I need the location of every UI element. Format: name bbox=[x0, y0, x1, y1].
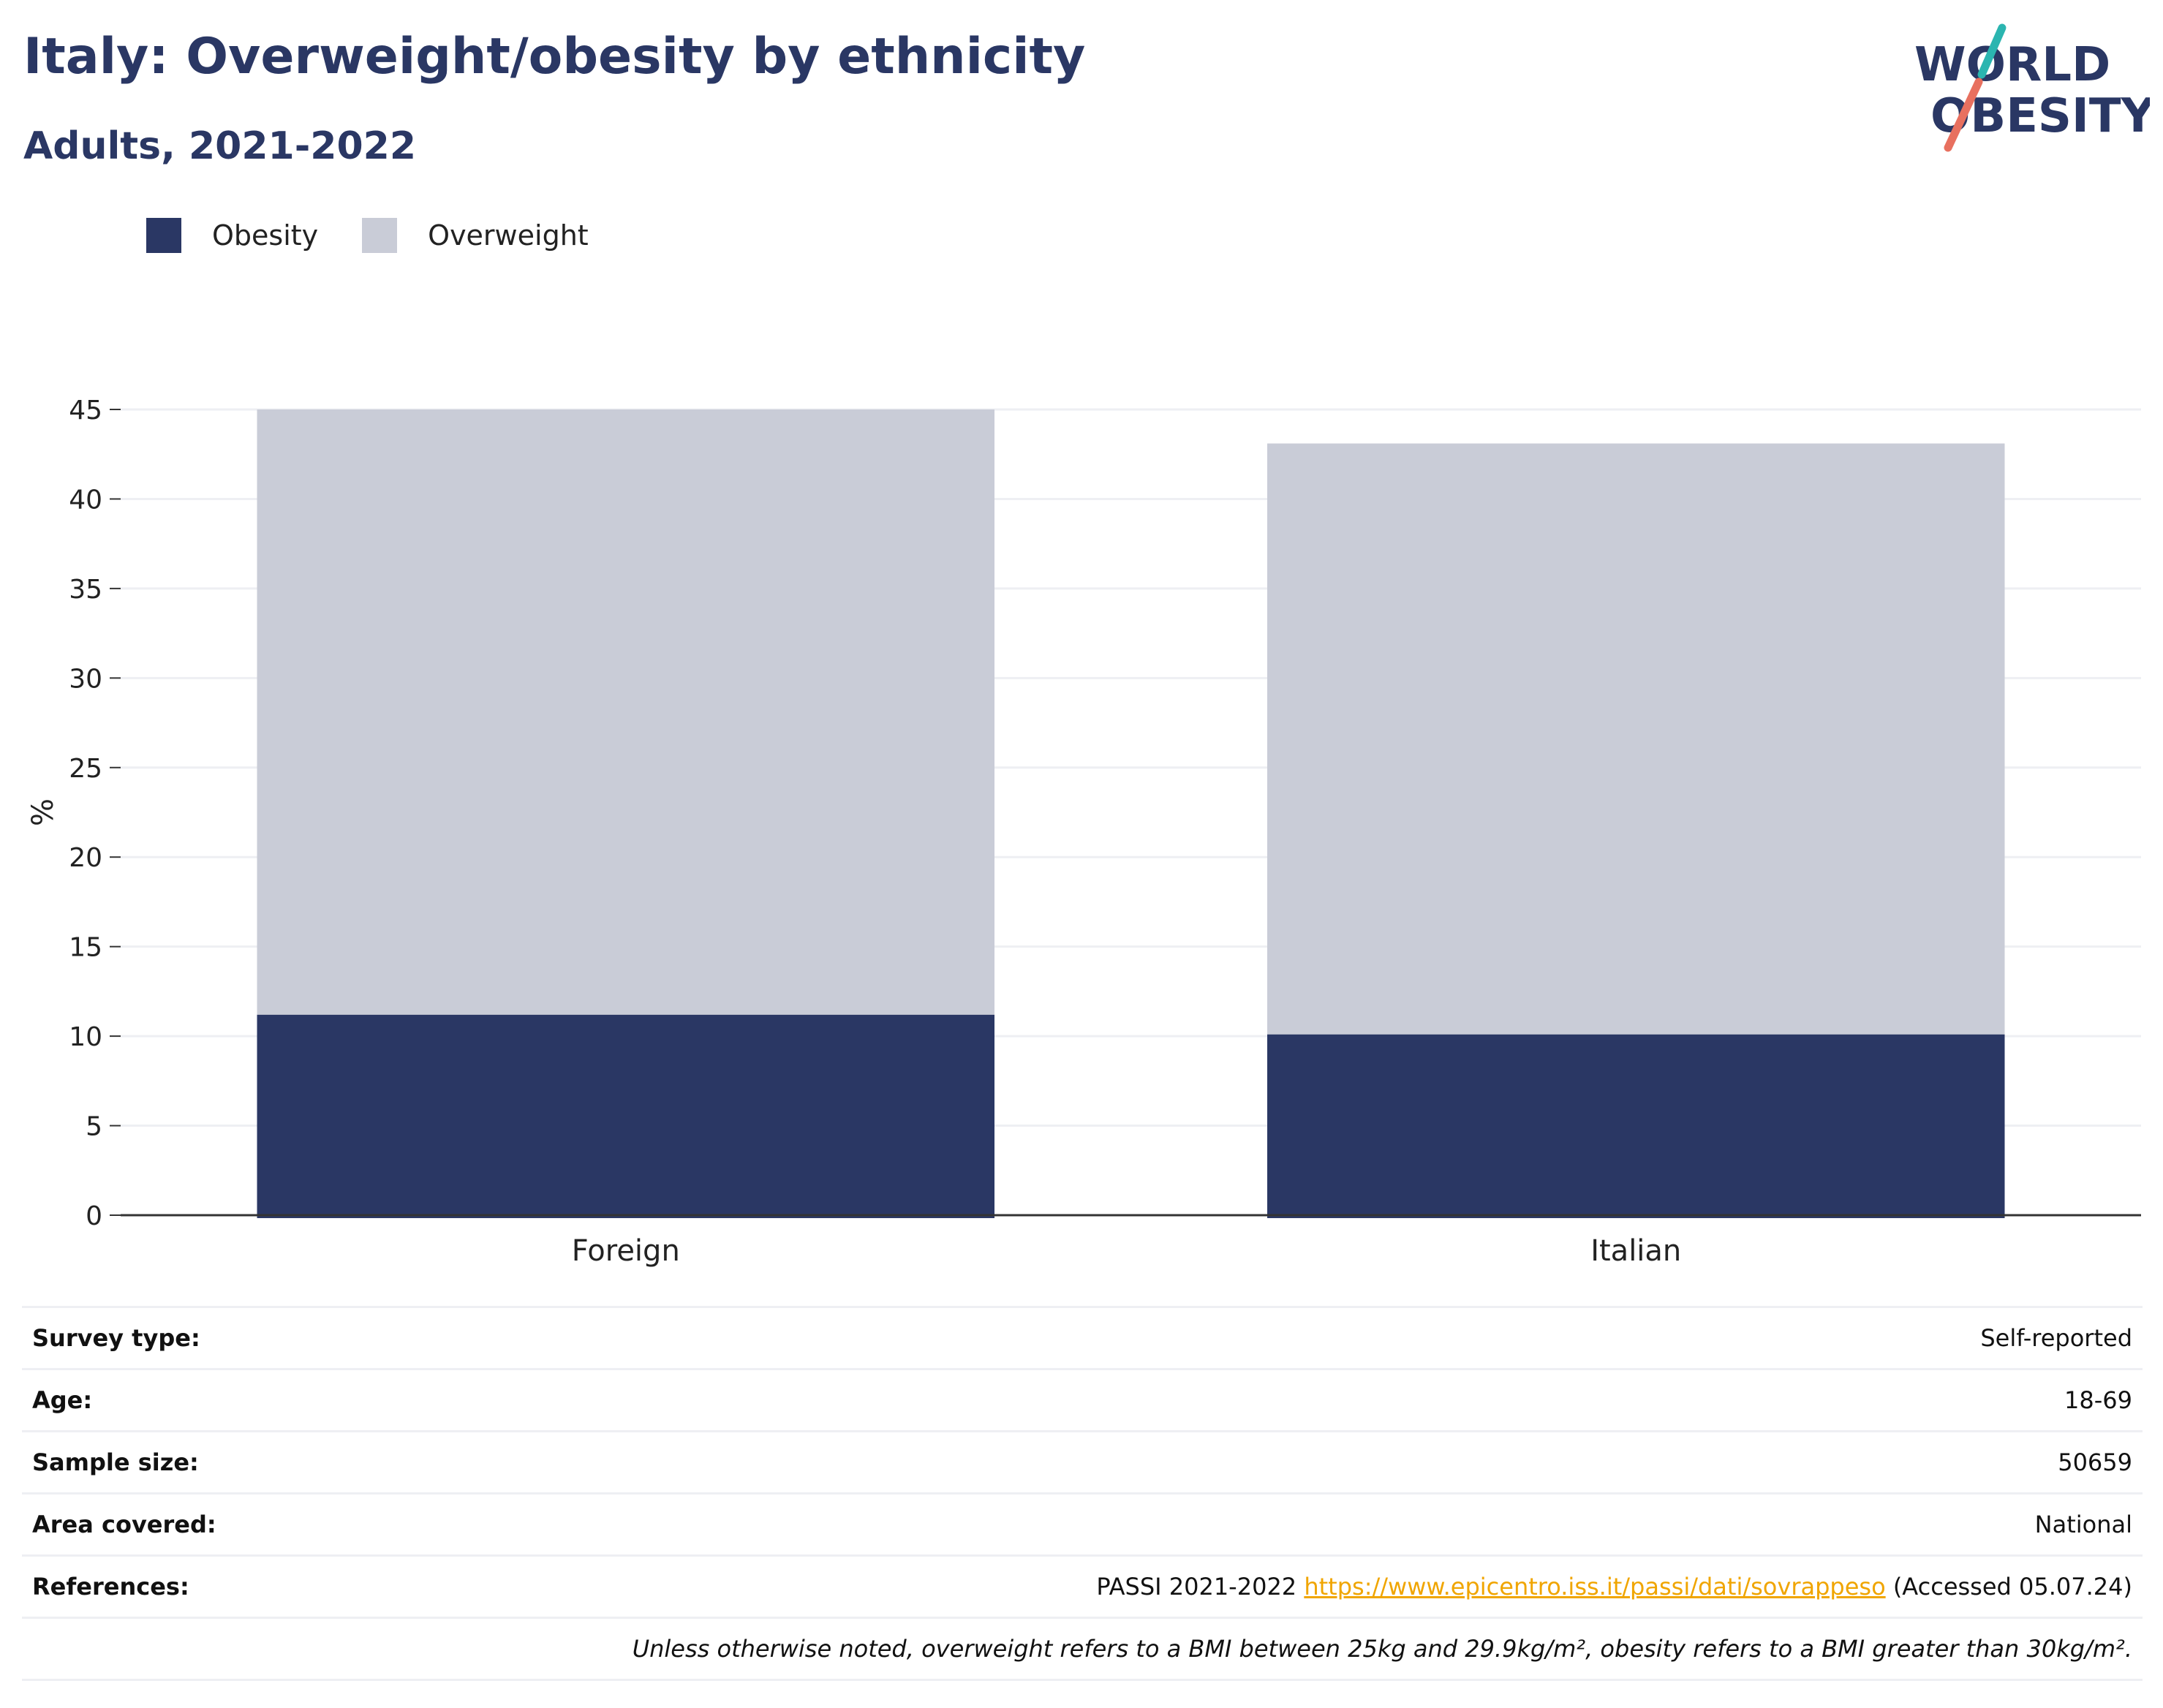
info-value-sample-size: 50659 bbox=[366, 1430, 2143, 1494]
info-row-note: Unless otherwise noted, overweight refer… bbox=[22, 1617, 2143, 1681]
y-tick-label-35: 35 bbox=[69, 575, 102, 605]
logo-slash-coral bbox=[1944, 78, 1983, 152]
info-row-references: References: PASSI 2021-2022 https://www.… bbox=[22, 1554, 2143, 1618]
y-tick-label-40: 40 bbox=[69, 485, 102, 515]
logo-slash-teal bbox=[1977, 23, 2007, 79]
y-tick-label-0: 0 bbox=[86, 1201, 102, 1231]
info-label-references: References: bbox=[22, 1554, 366, 1618]
bar-obesity-foreign bbox=[257, 1014, 994, 1218]
chart-legend: Obesity Overweight bbox=[146, 218, 633, 253]
reference-link[interactable]: https://www.epicentro.iss.it/passi/dati/… bbox=[1304, 1573, 1886, 1601]
legend-item-overweight[interactable]: Overweight bbox=[362, 218, 589, 253]
info-value-age: 18-69 bbox=[366, 1368, 2143, 1432]
logo-text-world: WORLD bbox=[1914, 38, 2110, 92]
info-value-references: PASSI 2021-2022 https://www.epicentro.is… bbox=[366, 1554, 2143, 1618]
y-tick-label-5: 5 bbox=[86, 1112, 102, 1142]
y-tick-label-30: 30 bbox=[69, 664, 102, 694]
info-label-area-covered: Area covered: bbox=[22, 1492, 366, 1556]
y-tick-label-10: 10 bbox=[69, 1022, 102, 1052]
legend-swatch-obesity bbox=[146, 218, 181, 253]
info-row-sample-size: Sample size: 50659 bbox=[22, 1430, 2143, 1494]
info-row-survey-type: Survey type: Self-reported bbox=[22, 1306, 2143, 1369]
bars-layer bbox=[257, 409, 2005, 1218]
info-value-survey-type: Self-reported bbox=[366, 1306, 2143, 1369]
bmi-definition-note: Unless otherwise noted, overweight refer… bbox=[22, 1617, 2143, 1681]
y-tick-label-15: 15 bbox=[69, 933, 102, 963]
page-title: Italy: Overweight/obesity by ethnicity bbox=[23, 28, 1086, 86]
x-tick-label-italian: Italian bbox=[1590, 1234, 1681, 1268]
reference-accessed: (Accessed 05.07.24) bbox=[1892, 1573, 2132, 1601]
info-row-age: Age: 18-69 bbox=[22, 1368, 2143, 1432]
axis-layer: 0 5 10 15 20 25 30 35 40 45% Foreign Italian bbox=[26, 396, 2141, 1268]
info-row-area-covered: Area covered: National bbox=[22, 1492, 2143, 1556]
y-tick-label-45: 45 bbox=[69, 396, 102, 426]
y-axis-label: % bbox=[26, 798, 60, 826]
y-tick-label-20: 20 bbox=[69, 843, 102, 873]
x-tick-label-foreign: Foreign bbox=[572, 1234, 680, 1268]
info-label-age: Age: bbox=[22, 1368, 366, 1432]
bar-overweight-italian bbox=[1267, 443, 2005, 1035]
info-value-area-covered: National bbox=[366, 1492, 2143, 1556]
stacked-bar-chart: 0 5 10 15 20 25 30 35 40 45% Foreign Italian bbox=[26, 396, 2141, 1268]
legend-label-overweight: Overweight bbox=[428, 219, 589, 252]
reference-source: PASSI 2021-2022 bbox=[1096, 1573, 1297, 1601]
bar-obesity-italian bbox=[1267, 1034, 2005, 1218]
legend-label-obesity: Obesity bbox=[212, 219, 319, 252]
bar-overweight-foreign bbox=[257, 409, 994, 1015]
y-tick-label-25: 25 bbox=[69, 754, 102, 784]
info-label-sample-size: Sample size: bbox=[22, 1430, 366, 1494]
legend-swatch-overweight bbox=[362, 218, 398, 253]
page-subtitle: Adults, 2021-2022 bbox=[23, 124, 417, 168]
legend-item-obesity[interactable]: Obesity bbox=[146, 218, 318, 253]
info-label-survey-type: Survey type: bbox=[22, 1306, 366, 1369]
survey-info-table: Survey type: Self-reported Age: 18-69 Sa… bbox=[22, 1306, 2143, 1681]
world-obesity-logo: WORLD OBESITY bbox=[1914, 23, 2150, 152]
